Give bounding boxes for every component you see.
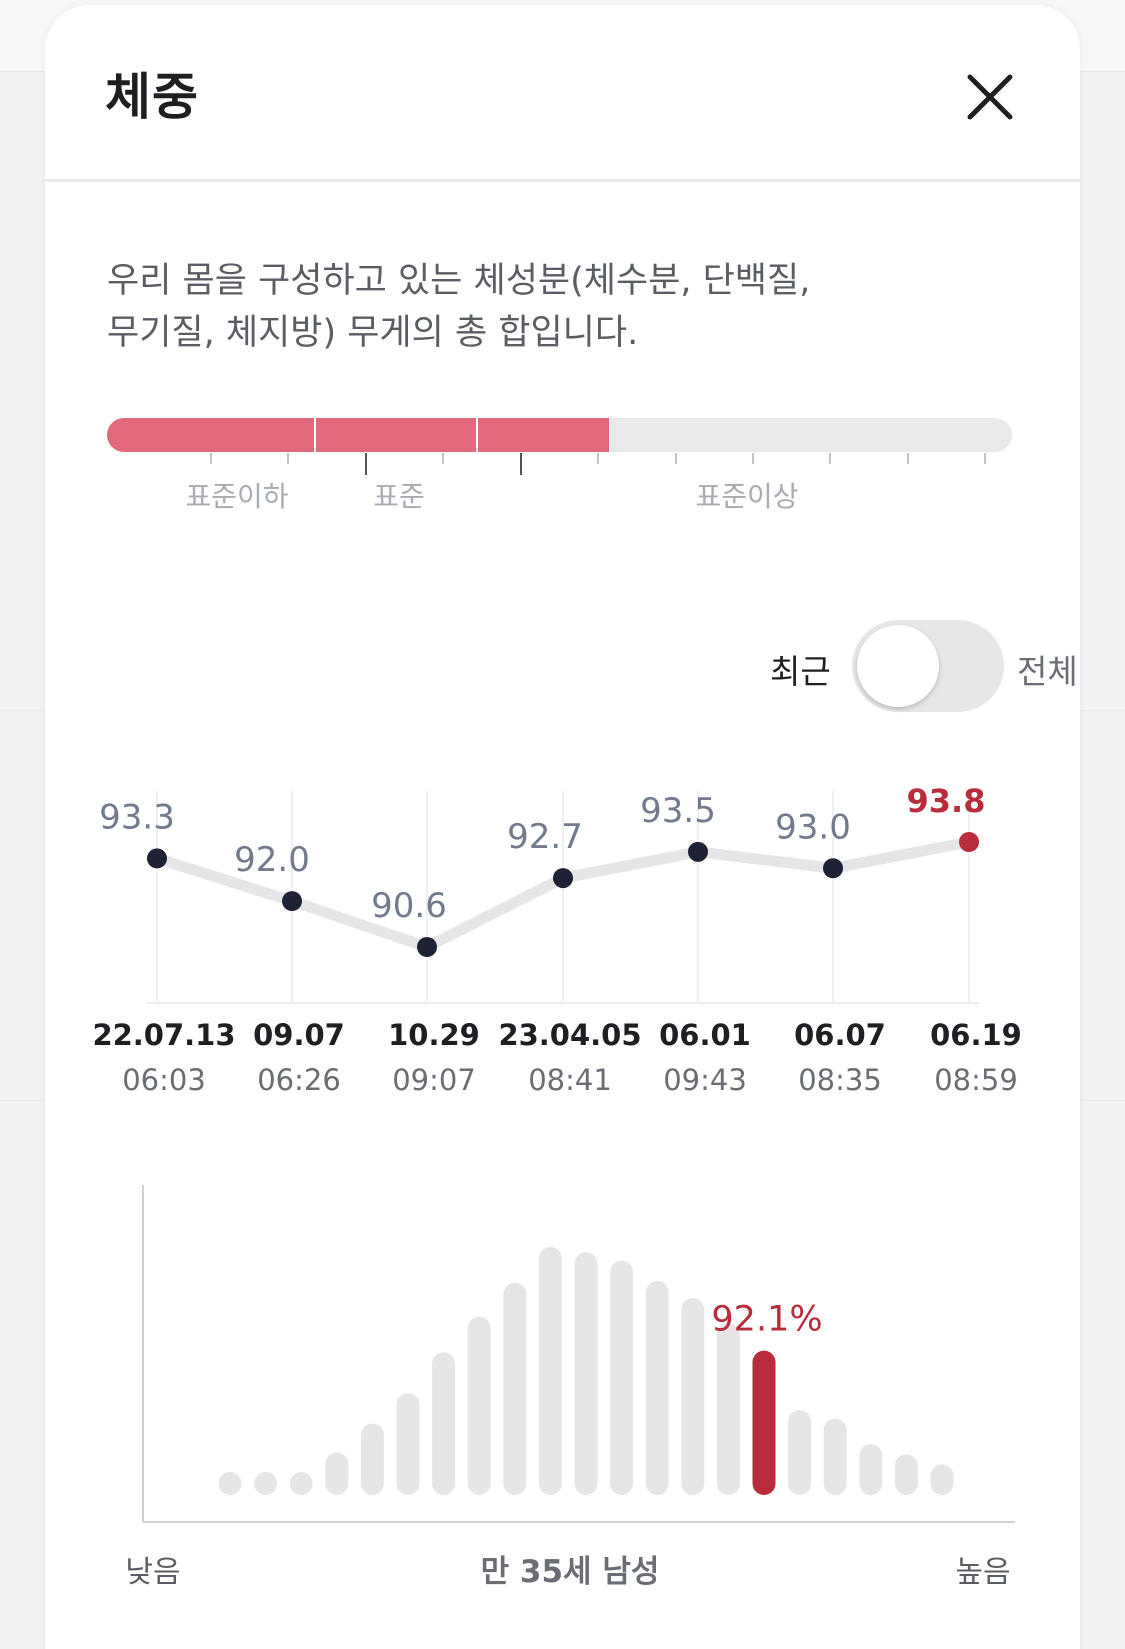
weight-detail-sheet: 체중 우리 몸을 구성하고 있는 체성분(체수분, 단백질, 무기질, 체지방)… — [45, 5, 1080, 1649]
gauge-label-above-standard: 표준이상 — [695, 480, 799, 513]
x-label-group: 만 35세 남성 — [481, 1554, 660, 1590]
gauge-label-below-standard: 표준이하 — [185, 480, 289, 513]
data-label: 93.8 — [907, 782, 986, 820]
x-tick-time: 06:26 — [257, 1063, 341, 1097]
gauge-separator — [476, 418, 478, 452]
toggle-label-all[interactable]: 전체 — [1017, 652, 1078, 691]
x-tick-time: 08:41 — [528, 1063, 612, 1097]
data-label: 93.0 — [775, 807, 851, 847]
data-label: 90.6 — [371, 886, 447, 926]
data-point — [282, 891, 302, 912]
distribution-bar — [218, 1472, 242, 1495]
gauge-tick — [287, 453, 289, 464]
x-tick-time: 08:35 — [798, 1063, 882, 1097]
toggle-label-recent[interactable]: 최근 — [770, 652, 831, 691]
gauge-tick — [907, 453, 909, 464]
distribution-bar — [538, 1247, 562, 1495]
data-point — [823, 858, 843, 879]
x-tick-time: 08:59 — [934, 1063, 1018, 1097]
distribution-bar — [254, 1472, 278, 1495]
data-point — [688, 841, 708, 862]
distribution-bar — [716, 1323, 740, 1495]
gauge-tick — [442, 453, 444, 464]
distribution-bar — [930, 1464, 954, 1495]
weight-description: 우리 몸을 구성하고 있는 체성분(체수분, 단백질, 무기질, 체지방) 무게… — [107, 255, 1007, 359]
distribution-bar — [360, 1423, 384, 1495]
x-tick-date: 06.19 — [930, 1018, 1022, 1052]
gauge-tick — [210, 453, 212, 464]
distribution-bar — [681, 1297, 705, 1495]
close-icon — [967, 74, 1013, 120]
gauge-tick — [752, 453, 754, 464]
x-tick-date: 06.01 — [659, 1018, 751, 1052]
recent-all-toggle[interactable] — [852, 620, 1004, 712]
gauge-fill — [107, 418, 610, 452]
data-label: 92.0 — [234, 840, 310, 880]
percentile-label: 92.1% — [711, 1300, 822, 1340]
x-label-low: 낮음 — [125, 1555, 180, 1590]
data-point — [417, 937, 437, 957]
x-tick-date: 10.29 — [388, 1018, 480, 1052]
data-label: 93.3 — [99, 797, 175, 837]
distribution-bar — [645, 1280, 669, 1495]
sheet-header: 체중 — [45, 5, 1080, 182]
distribution-bar — [432, 1352, 456, 1495]
sheet-title: 체중 — [105, 68, 199, 126]
data-label: 92.7 — [507, 817, 583, 857]
data-point — [553, 868, 573, 889]
data-point — [959, 832, 979, 852]
gauge-separator — [314, 418, 316, 452]
data-label: 93.5 — [640, 791, 716, 831]
description-line: 무기질, 체지방) 무게의 총 합입니다. — [107, 313, 639, 353]
gauge-tick — [520, 453, 522, 475]
x-label-high: 높음 — [955, 1555, 1010, 1590]
standard-range-gauge — [107, 418, 1012, 452]
distribution-bar — [503, 1282, 527, 1495]
data-point — [147, 848, 167, 869]
distribution-bar — [396, 1393, 420, 1495]
x-tick-time: 06:03 — [122, 1063, 206, 1097]
toggle-knob[interactable] — [857, 625, 939, 707]
gauge-tick — [675, 453, 677, 464]
distribution-bar — [325, 1452, 349, 1495]
distribution-bar — [894, 1454, 918, 1495]
x-tick-date: 23.04.05 — [498, 1018, 641, 1052]
distribution-bar — [574, 1252, 598, 1495]
gauge-tick — [984, 453, 986, 464]
x-tick-date: 06.07 — [794, 1018, 886, 1052]
distribution-bar — [610, 1260, 634, 1495]
distribution-bar — [788, 1410, 812, 1495]
distribution-bar — [859, 1444, 883, 1495]
gauge-tick — [365, 453, 367, 475]
weight-history-chart: 93.3 22.07.13 06:03 92.0 09.07 06:26 90.6 10.29… — [92, 782, 1022, 1097]
x-tick-time: 09:07 — [392, 1063, 476, 1097]
x-tick-date: 22.07.13 — [92, 1018, 235, 1052]
x-tick-date: 09.07 — [253, 1018, 345, 1052]
x-tick-time: 09:43 — [663, 1063, 747, 1097]
gauge-label-standard: 표준 — [373, 480, 425, 513]
distribution-bar — [823, 1418, 847, 1495]
gauge-tick — [597, 453, 599, 464]
close-button[interactable] — [958, 65, 1022, 129]
weight-distribution-chart: 92.1% 낮음 만 35세 남성 높음 — [125, 1185, 1015, 1590]
highlight-bar — [752, 1350, 776, 1495]
gauge-tick — [829, 453, 831, 464]
distribution-bar — [289, 1472, 313, 1495]
description-line: 우리 몸을 구성하고 있는 체성분(체수분, 단백질, — [107, 261, 811, 301]
distribution-bar — [467, 1316, 491, 1495]
